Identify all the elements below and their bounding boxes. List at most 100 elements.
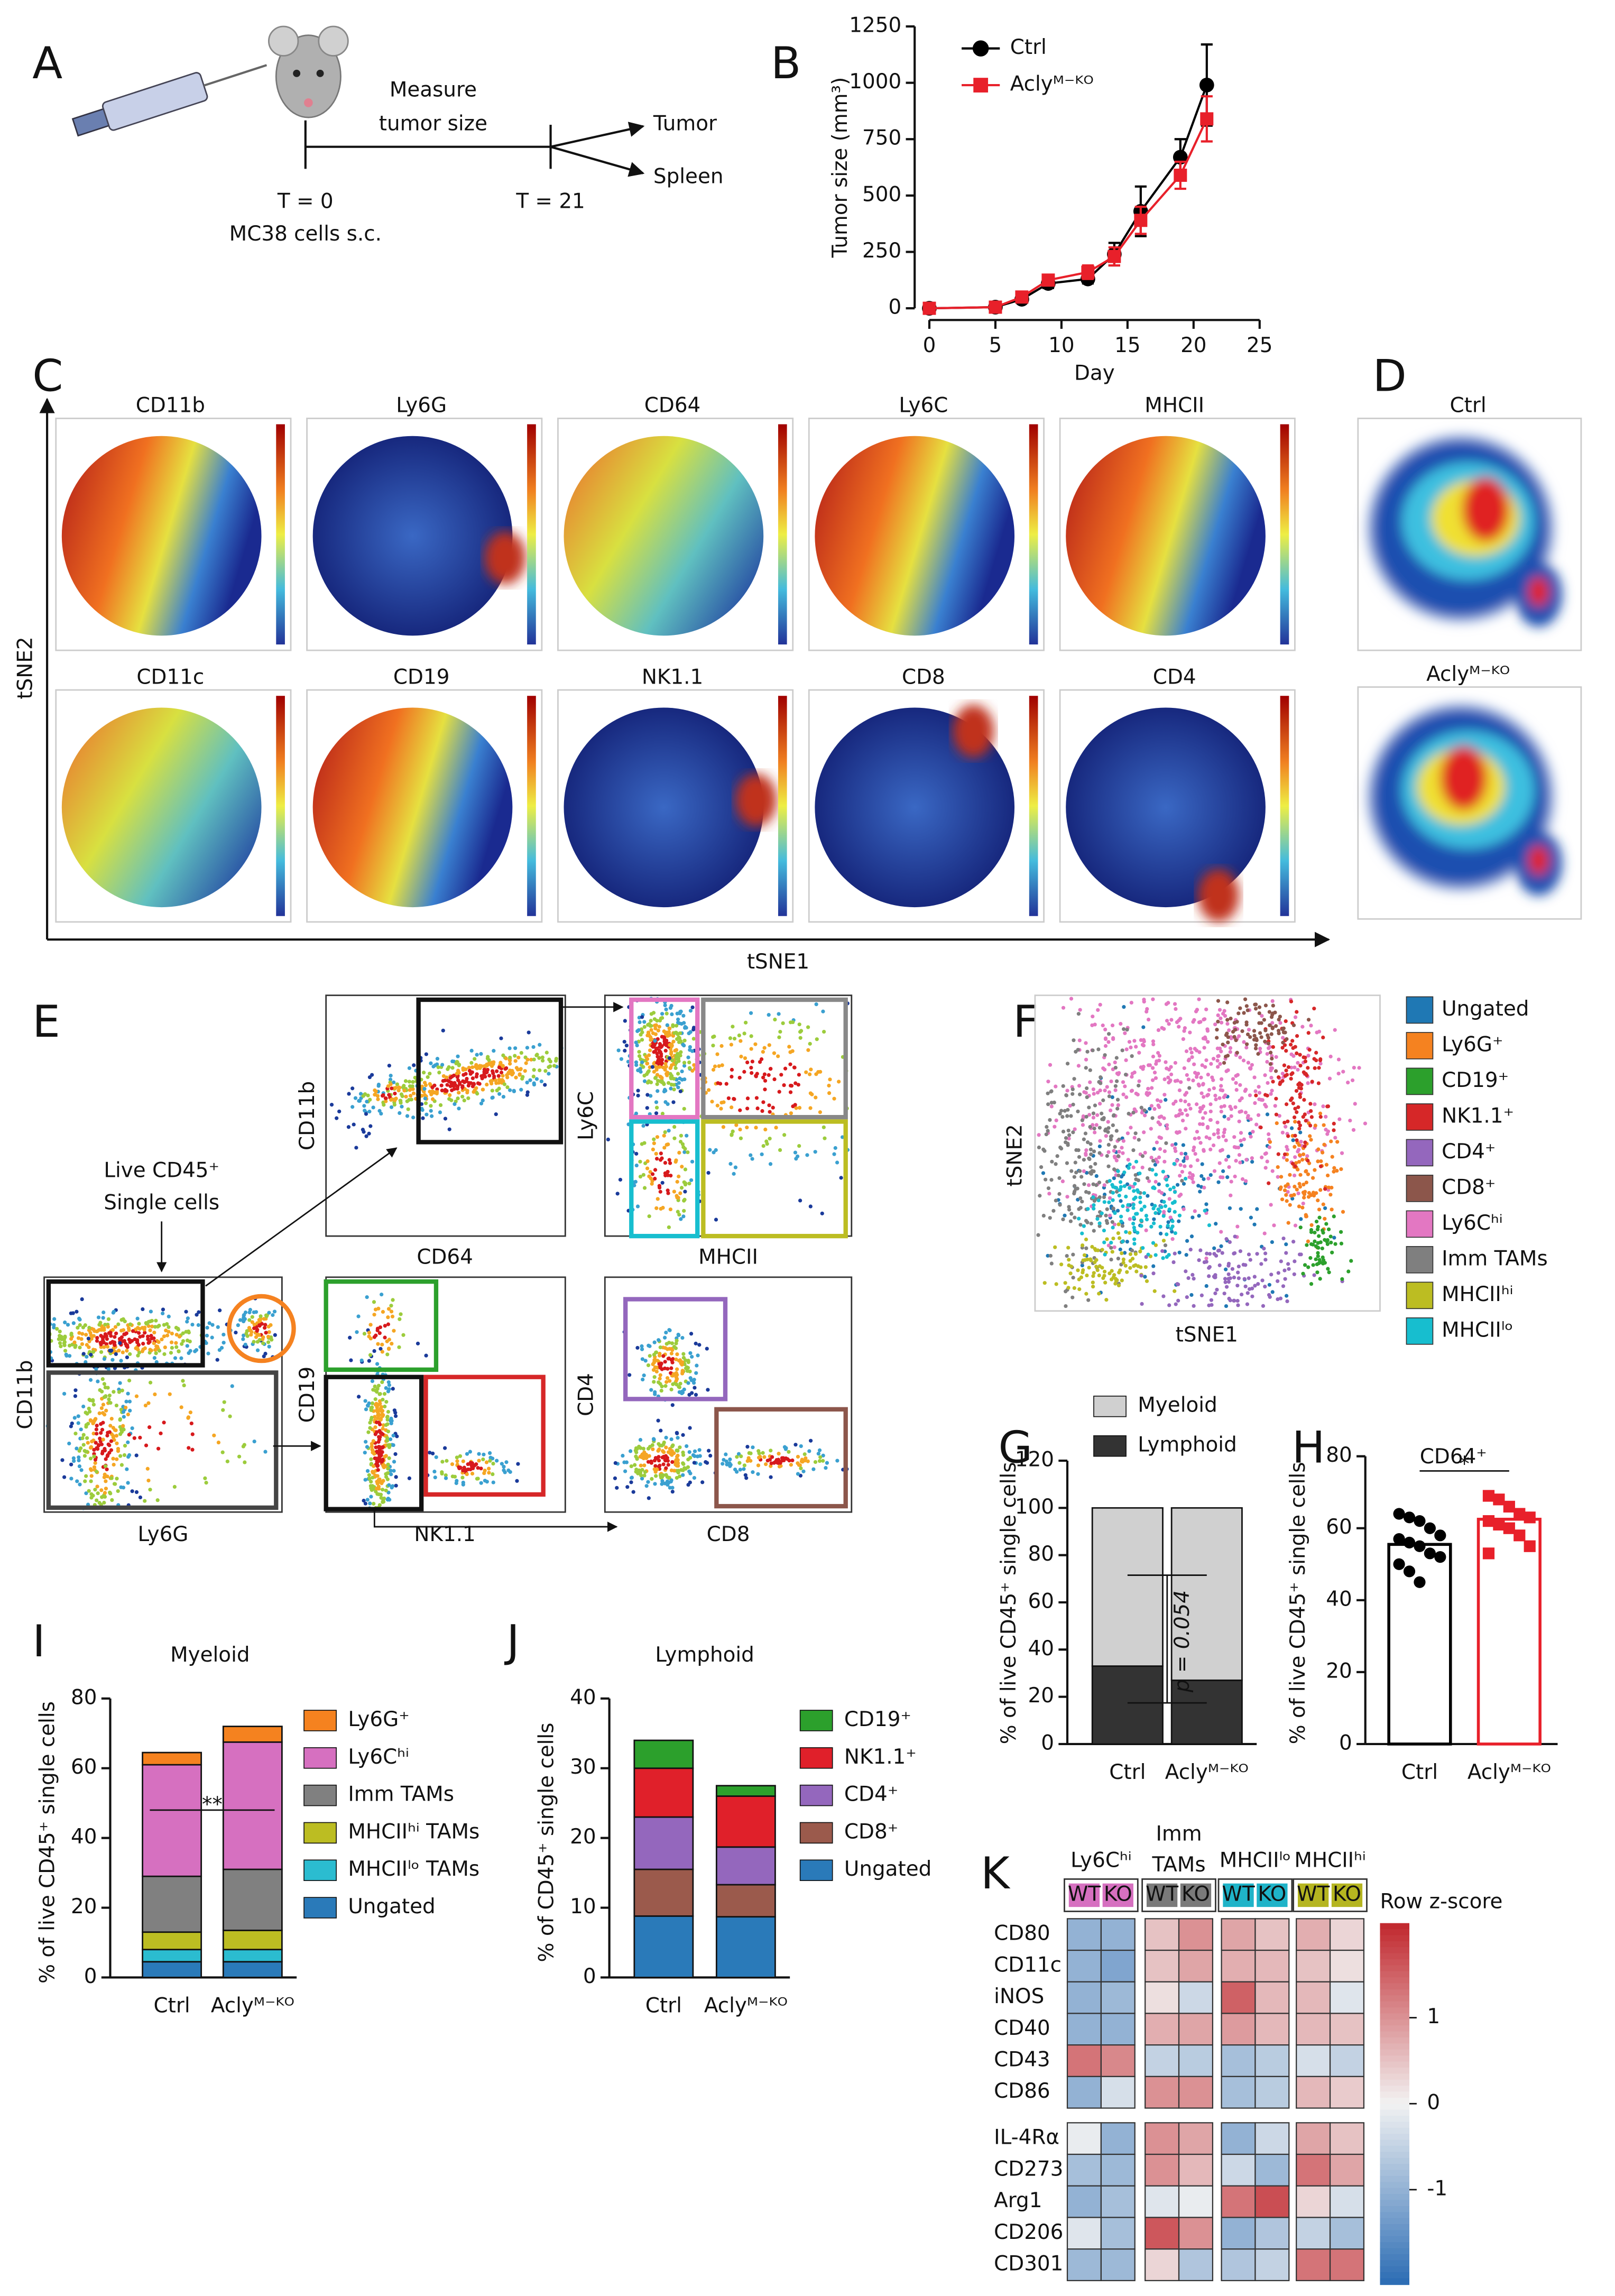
cell-dot	[657, 1353, 662, 1358]
cell-dot	[484, 1460, 489, 1464]
cell-dot	[100, 1377, 105, 1381]
cell-dot	[1282, 1120, 1287, 1125]
cell-dot	[376, 1468, 380, 1472]
gate	[324, 1279, 439, 1372]
cell-dot	[237, 1454, 242, 1459]
tsne-frame	[55, 418, 292, 651]
column-swatch	[1331, 1883, 1363, 1907]
cell-dot	[1125, 1240, 1129, 1244]
cell-dot	[1234, 1081, 1238, 1085]
cell-dot	[1290, 1039, 1295, 1043]
cell-dot	[1132, 1237, 1137, 1241]
cell-dot	[1295, 1110, 1299, 1114]
cell-dot	[263, 1326, 267, 1330]
cell-dot	[1197, 1214, 1201, 1218]
cell-dot	[98, 1439, 103, 1444]
cell-dot	[1092, 1092, 1096, 1096]
cell-dot	[680, 1142, 685, 1146]
bar-segment	[633, 1868, 694, 1917]
cell-dot	[137, 1350, 142, 1355]
cell-dot	[674, 1458, 678, 1462]
cell-dot	[1283, 1030, 1287, 1035]
cell-dot	[1288, 1203, 1292, 1207]
y-tick-label: 20	[1326, 1659, 1352, 1683]
cell-dot	[1094, 1183, 1099, 1187]
cell-dot	[1330, 1185, 1334, 1190]
cell-dot	[692, 1063, 696, 1067]
cell-dot	[1082, 1182, 1086, 1186]
cell-dot	[673, 1066, 678, 1071]
cell-dot	[1226, 1272, 1231, 1276]
heat-cell	[1329, 2076, 1365, 2109]
cell-dot	[1297, 1153, 1302, 1157]
cell-dot	[1087, 1105, 1091, 1110]
cell-dot	[649, 1388, 653, 1392]
cell-dot	[1299, 1217, 1303, 1221]
cell-dot	[389, 1472, 393, 1477]
cell-dot	[1078, 1196, 1083, 1201]
cell-dot	[391, 1298, 395, 1302]
cell-dot	[1046, 1129, 1050, 1133]
cell-dot	[1071, 1276, 1075, 1280]
cell-dot	[88, 1409, 92, 1414]
cell-dot	[648, 1035, 652, 1039]
cell-dot	[1151, 1264, 1156, 1268]
cell-dot	[686, 1465, 690, 1469]
cell-dot	[1217, 1263, 1222, 1267]
cell-dot	[1118, 1187, 1122, 1192]
cell-dot	[525, 1081, 529, 1085]
row-label: IL-4Rα	[994, 2126, 1059, 2150]
cell-dot	[174, 1341, 178, 1345]
cell-dot	[1291, 1240, 1296, 1244]
cell-dot	[1085, 1140, 1090, 1145]
cell-dot	[644, 1055, 648, 1059]
cell-dot	[1117, 1137, 1121, 1142]
cell-dot	[653, 1168, 658, 1172]
bar-segment	[142, 1949, 202, 1963]
cell-dot	[1346, 1269, 1351, 1274]
cell-dot	[1300, 1205, 1305, 1210]
cell-dot	[696, 1353, 700, 1358]
cell-dot	[730, 1067, 734, 1072]
cell-dot	[380, 1409, 384, 1413]
cell-dot	[1226, 1277, 1231, 1281]
cell-dot	[1064, 1093, 1068, 1098]
cell-dot	[658, 1473, 663, 1478]
cell-dot	[138, 1435, 142, 1440]
cell-dot	[642, 1450, 647, 1454]
cell-dot	[1198, 1122, 1202, 1126]
cell-dot	[502, 1082, 506, 1086]
cell-dot	[697, 1448, 702, 1452]
cell-dot	[821, 1459, 825, 1463]
cell-dot	[797, 1144, 801, 1148]
cell-dot	[1316, 1147, 1321, 1151]
cell-dot	[1285, 1037, 1289, 1041]
bar-segment	[715, 1785, 776, 1797]
cell-dot	[267, 1344, 271, 1349]
cell-dot	[652, 1137, 656, 1141]
cell-dot	[169, 1340, 174, 1344]
cell-dot	[1183, 1093, 1187, 1097]
cell-dot	[1158, 1210, 1162, 1214]
cell-dot	[1328, 1054, 1333, 1059]
legend-swatch	[1406, 996, 1434, 1024]
column-swatch	[1102, 1883, 1133, 1907]
cell-dot	[96, 1379, 100, 1384]
cell-dot	[1121, 1260, 1125, 1265]
cell-dot	[534, 1053, 539, 1057]
gate	[701, 1119, 848, 1239]
cell-dot	[1083, 1131, 1088, 1136]
cell-dot	[467, 1065, 471, 1070]
cell-dot	[443, 1446, 447, 1450]
cell-dot	[1219, 1020, 1224, 1025]
cell-dot	[1097, 1151, 1102, 1155]
series-line	[929, 118, 1208, 310]
cell-dot	[675, 1339, 679, 1343]
cell-dot	[1232, 1251, 1237, 1255]
y-tick-label: 10	[570, 1895, 596, 1919]
cell-dot	[662, 1146, 667, 1150]
cell-dot	[1104, 1134, 1108, 1138]
cell-dot	[726, 1096, 731, 1100]
density-map	[1367, 434, 1562, 627]
cell-dot	[386, 1315, 390, 1320]
